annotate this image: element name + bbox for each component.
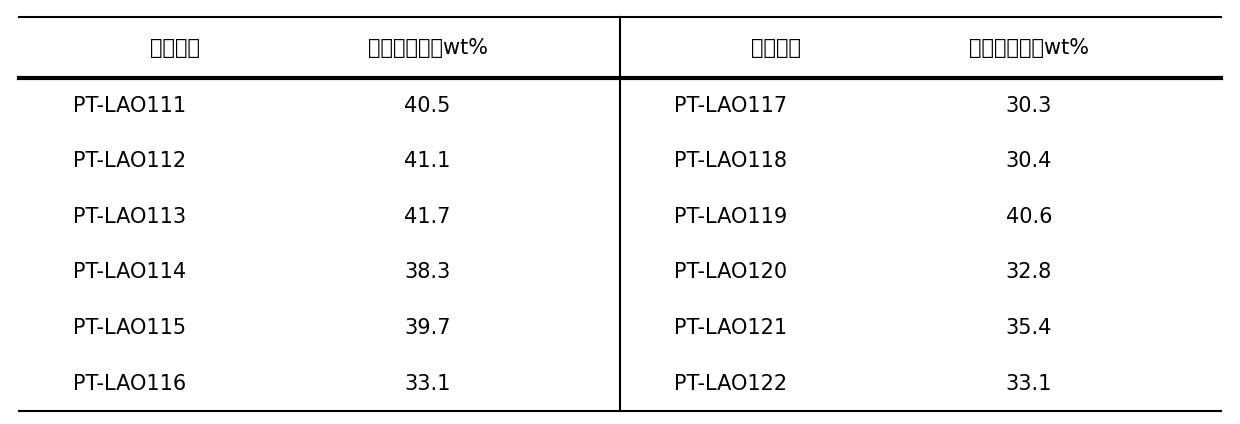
Text: PT-LAO111: PT-LAO111 [73, 96, 186, 116]
Text: PT-LAO119: PT-LAO119 [675, 207, 787, 227]
Text: PT-LAO115: PT-LAO115 [73, 318, 186, 338]
Text: 35.4: 35.4 [1006, 318, 1052, 338]
Text: 41.7: 41.7 [404, 207, 450, 227]
Text: PT-LAO116: PT-LAO116 [73, 374, 186, 393]
Text: 蜡状物含量，wt%: 蜡状物含量，wt% [968, 37, 1089, 58]
Text: 39.7: 39.7 [404, 318, 451, 338]
Text: 33.1: 33.1 [1006, 374, 1052, 393]
Text: PT-LAO112: PT-LAO112 [73, 151, 186, 171]
Text: 蜡状物含量，wt%: 蜡状物含量，wt% [367, 37, 487, 58]
Text: PT-LAO121: PT-LAO121 [675, 318, 787, 338]
Text: 41.1: 41.1 [404, 151, 450, 171]
Text: PT-LAO122: PT-LAO122 [675, 374, 787, 393]
Text: PT-LAO113: PT-LAO113 [73, 207, 186, 227]
Text: PT-LAO118: PT-LAO118 [675, 151, 787, 171]
Text: 33.1: 33.1 [404, 374, 450, 393]
Text: 40.6: 40.6 [1006, 207, 1053, 227]
Text: 32.8: 32.8 [1006, 262, 1052, 282]
Text: 试验编号: 试验编号 [751, 37, 801, 58]
Text: 40.5: 40.5 [404, 96, 450, 116]
Text: PT-LAO120: PT-LAO120 [675, 262, 787, 282]
Text: PT-LAO114: PT-LAO114 [73, 262, 186, 282]
Text: 30.3: 30.3 [1006, 96, 1052, 116]
Text: PT-LAO117: PT-LAO117 [675, 96, 787, 116]
Text: 30.4: 30.4 [1006, 151, 1052, 171]
Text: 38.3: 38.3 [404, 262, 450, 282]
Text: 试验编号: 试验编号 [150, 37, 200, 58]
